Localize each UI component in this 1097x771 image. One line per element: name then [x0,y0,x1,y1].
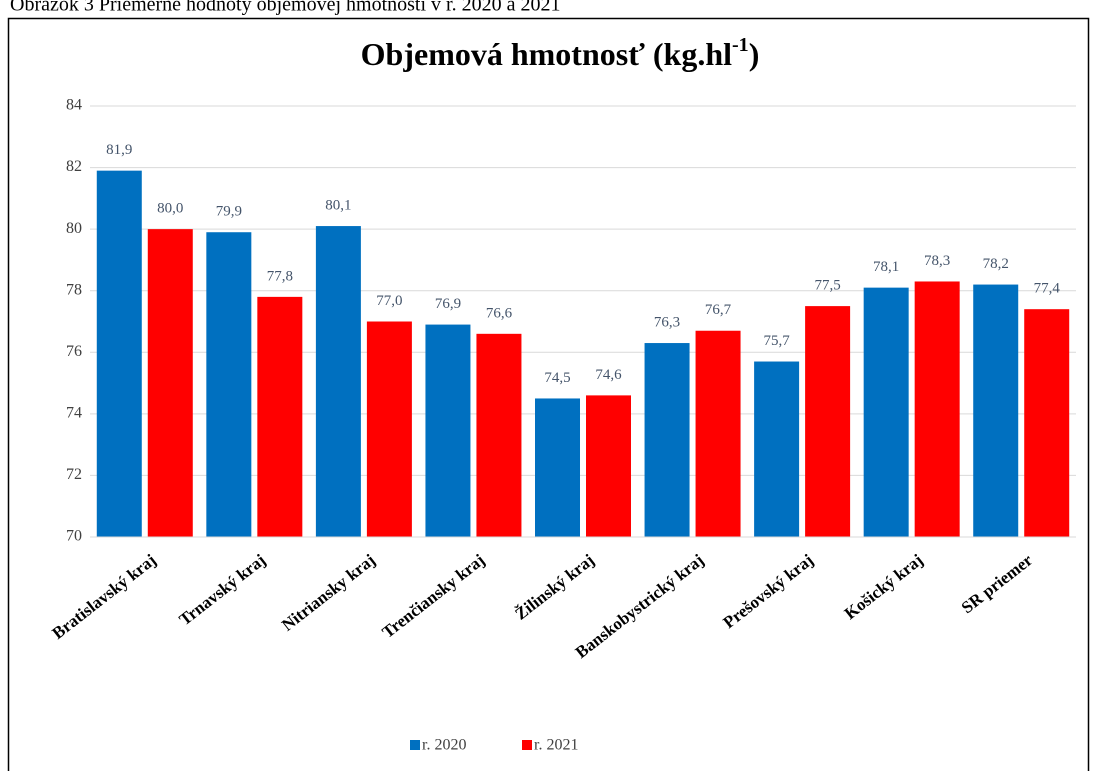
data-label: 78,2 [983,256,1009,272]
data-label: 76,6 [486,305,513,321]
caption: Obrázok 3 Priemerné hodnoty objemovej hm… [10,0,560,16]
bar [1024,309,1070,537]
data-label: 75,7 [763,333,790,349]
x-tick-label: SR priemer [958,550,1037,617]
legend-swatch [410,740,420,750]
data-label: 77,8 [267,268,293,284]
legend-label: r. 2021 [534,737,578,754]
y-tick-label: 80 [66,220,82,237]
x-tick-label: Prešovský kraj [720,550,817,632]
x-tick-label: Žilinský kraj [511,550,598,623]
bar [366,321,412,537]
data-label: 77,5 [814,278,840,294]
bar [914,281,960,537]
bar [586,395,631,537]
bar [147,229,193,537]
x-tick-label: Košický kraj [841,550,927,623]
data-label: 77,0 [376,293,402,309]
y-tick-label: 78 [66,281,82,298]
data-label: 80,1 [325,198,351,214]
x-tick-label: Trenčiansky kraj [378,550,488,642]
bar [257,296,303,537]
data-label: 81,9 [106,142,132,158]
y-tick-label: 72 [66,466,82,483]
bar [206,232,252,537]
title-main: Objemová hmotnosť (kg.hl [361,36,732,72]
bar [805,306,851,537]
data-label: 80,0 [157,201,183,217]
data-label: 74,5 [544,370,570,386]
y-tick-label: 82 [66,158,82,175]
data-label: 78,1 [873,259,899,275]
bar [695,330,741,537]
bar [863,287,909,537]
data-label: 78,3 [924,253,950,269]
chart-title: Objemová hmotnosť (kg.hl-1) [361,34,760,73]
data-label: 74,6 [595,367,622,383]
bar [96,170,142,537]
bar [425,324,471,537]
bar [315,226,361,538]
bar [476,333,522,537]
data-label: 76,7 [705,302,732,318]
y-tick-label: 76 [66,343,82,360]
y-tick-label: 74 [66,405,82,422]
x-tick-label: Trnavský kraj [176,550,270,629]
x-tick-label: Nitriansky kraj [278,550,379,634]
title-superscript: -1 [732,34,749,56]
y-tick-label: 70 [66,528,82,545]
x-tick-label: Bratislavský kraj [49,550,160,643]
y-tick-label: 84 [66,97,82,114]
frame [7,17,1090,771]
title-suffix: ) [749,36,760,72]
legend-swatch [522,740,532,750]
bar [535,398,580,537]
data-label: 77,4 [1034,281,1061,297]
legend-label: r. 2020 [422,737,466,754]
data-label: 79,9 [216,204,242,220]
bar [754,361,800,537]
data-label: 76,9 [435,296,461,312]
bar [644,343,690,537]
data-label: 76,3 [654,314,680,330]
bar [973,284,1019,537]
